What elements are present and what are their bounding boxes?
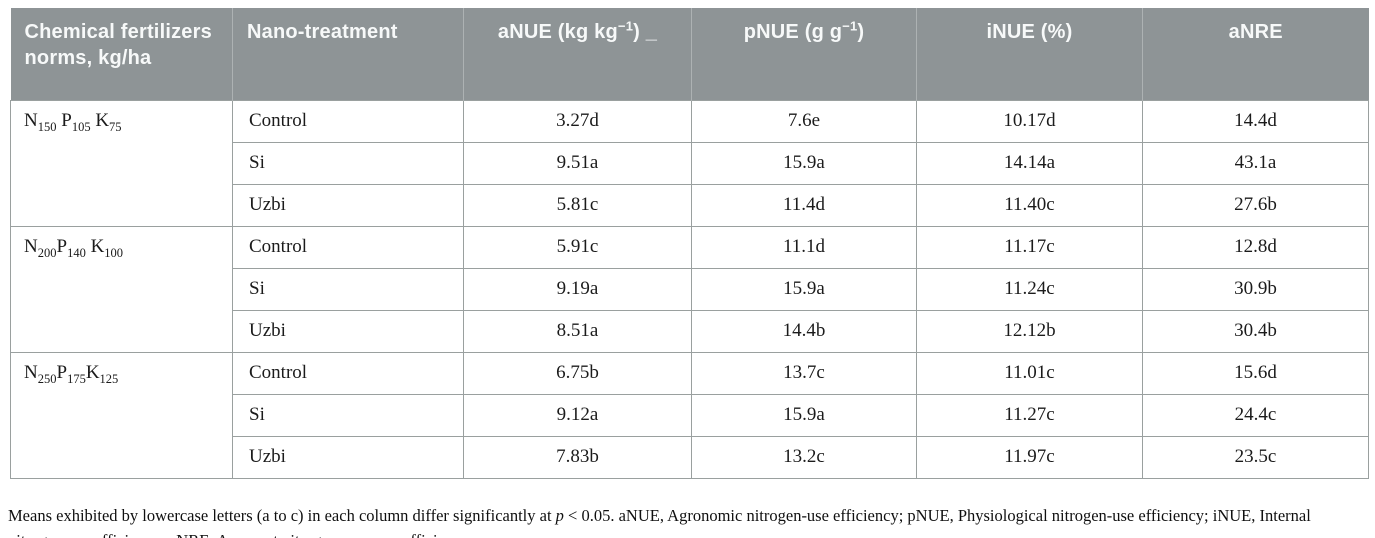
cell-inue: 11.01c <box>916 351 1143 395</box>
cell-treatment: Control <box>232 99 464 143</box>
element-symbol: K <box>85 361 100 383</box>
header-text: ) _ <box>633 21 658 43</box>
element-subscript: 105 <box>71 119 91 134</box>
cell-treatment: Control <box>232 225 464 269</box>
cell-inue: 12.12b <box>916 309 1143 353</box>
cell-anre: 27.6b <box>1142 183 1369 227</box>
cell-treatment: Si <box>232 393 464 437</box>
table-footnote: Means exhibited by lowercase letters (a … <box>8 503 1371 538</box>
cell-anre: 14.4d <box>1142 99 1369 143</box>
table-row: Uzbi 8.51a 14.4b 12.12b 30.4b <box>11 309 1369 353</box>
cell-anue: 9.12a <box>463 393 692 437</box>
cell-treatment: Uzbi <box>232 309 464 353</box>
cell-anre: 15.6d <box>1142 351 1369 395</box>
footnote-italic-p: p <box>555 505 564 525</box>
cell-anre: 23.5c <box>1142 435 1369 479</box>
cell-anue: 7.83b <box>463 435 692 479</box>
table-row: Uzbi 5.81c 11.4d 11.40c 27.6b <box>11 183 1369 227</box>
element-symbol: K <box>90 109 110 131</box>
column-header-pnue: pNUE (g g−1) <box>691 8 917 100</box>
cell-pnue: 13.7c <box>691 351 917 395</box>
nitrogen-efficiency-table: Chemical fertilizers norms, kg/ha Nano-t… <box>10 8 1369 479</box>
element-subscript: 140 <box>67 245 86 260</box>
footnote-text: < 0.05. aNUE, Agronomic nitrogen-use eff… <box>8 505 1311 538</box>
element-symbol: N <box>24 109 38 131</box>
cell-pnue: 7.6e <box>691 99 917 143</box>
element-symbol: P <box>56 361 68 383</box>
element-symbol: P <box>56 235 68 257</box>
cell-pnue: 15.9a <box>691 393 917 437</box>
header-text: aNUE (kg kg <box>497 21 618 43</box>
cell-inue: 10.17d <box>916 99 1143 143</box>
cell-anue: 6.75b <box>463 351 692 395</box>
cell-anre: 30.9b <box>1142 267 1369 311</box>
nitrogen-efficiency-table-container: Chemical fertilizers norms, kg/ha Nano-t… <box>10 8 1369 479</box>
element-subscript: 200 <box>37 245 57 260</box>
cell-pnue: 11.1d <box>691 225 917 269</box>
cell-treatment: Si <box>232 267 464 311</box>
element-subscript: 175 <box>67 371 86 386</box>
element-subscript: 125 <box>99 371 119 386</box>
cell-treatment: Si <box>232 141 464 185</box>
cell-pnue: 15.9a <box>691 141 917 185</box>
table-row: N200P140 K100 Control 5.91c 11.1d 11.17c… <box>10 225 1369 353</box>
cell-treatment: Uzbi <box>232 435 464 479</box>
cell-treatment: Uzbi <box>232 183 464 227</box>
table-row: Si 9.51a 15.9a 14.14a 43.1a <box>11 141 1369 185</box>
cell-anre: 30.4b <box>1142 309 1369 353</box>
cell-pnue: 13.2c <box>691 435 917 479</box>
column-header-fertilizer-norms: Chemical fertilizers norms, kg/ha <box>10 8 233 100</box>
header-superscript: −1 <box>617 18 634 34</box>
cell-pnue: 15.9a <box>691 267 917 311</box>
cell-inue: 14.14a <box>916 141 1143 185</box>
cell-inue: 11.17c <box>916 225 1143 269</box>
cell-anue: 9.19a <box>463 267 692 311</box>
column-header-inue: iNUE (%) <box>916 8 1143 100</box>
cell-fertilizer-norm-group-3: N250P175K125 <box>10 351 233 479</box>
cell-treatment: Control <box>232 351 464 395</box>
element-symbol: N <box>24 235 38 257</box>
cell-anre: 24.4c <box>1142 393 1369 437</box>
column-header-nano-treatment: Nano-treatment <box>232 8 464 100</box>
cell-inue: 11.97c <box>916 435 1143 479</box>
header-superscript: −1 <box>842 18 858 34</box>
table-row: N250P175K125 Control 6.75b 13.7c 11.01c … <box>10 351 1369 479</box>
cell-anue: 5.91c <box>463 225 692 269</box>
element-subscript: 100 <box>104 245 124 260</box>
cell-fertilizer-norm-group-2: N200P140 K100 <box>10 225 233 353</box>
table-header-row: Chemical fertilizers norms, kg/ha Nano-t… <box>10 8 1369 100</box>
element-symbol: K <box>85 235 105 257</box>
table-row: Si 9.12a 15.9a 11.27c 24.4c <box>11 393 1369 437</box>
cell-pnue: 11.4d <box>691 183 917 227</box>
table-row: Uzbi 7.83b 13.2c 11.97c 23.5c <box>11 435 1369 479</box>
column-header-anre: aNRE <box>1142 8 1369 100</box>
table-row: N150 P105 K75 Control 3.27d 7.6e 10.17d … <box>10 99 1369 227</box>
header-text: pNUE (g g <box>743 21 843 43</box>
cell-anre: 12.8d <box>1142 225 1369 269</box>
cell-inue: 11.27c <box>916 393 1143 437</box>
cell-fertilizer-norm-group-1: N150 P105 K75 <box>10 99 233 227</box>
cell-anue: 5.81c <box>463 183 692 227</box>
cell-anre: 43.1a <box>1142 141 1369 185</box>
cell-anue: 8.51a <box>463 309 692 353</box>
footnote-text: Means exhibited by lowercase letters (a … <box>8 505 556 525</box>
header-text: ) <box>857 21 865 43</box>
cell-inue: 11.40c <box>916 183 1143 227</box>
cell-anue: 9.51a <box>463 141 692 185</box>
element-subscript: 150 <box>37 119 57 134</box>
element-symbol: P <box>56 109 72 131</box>
cell-anue: 3.27d <box>463 99 692 143</box>
element-subscript: 250 <box>37 371 57 386</box>
element-symbol: N <box>24 361 38 383</box>
element-subscript: 75 <box>109 119 122 134</box>
cell-inue: 11.24c <box>916 267 1143 311</box>
column-header-anue: aNUE (kg kg−1) _ <box>463 8 692 100</box>
cell-pnue: 14.4b <box>691 309 917 353</box>
table-row: Si 9.19a 15.9a 11.24c 30.9b <box>11 267 1369 311</box>
